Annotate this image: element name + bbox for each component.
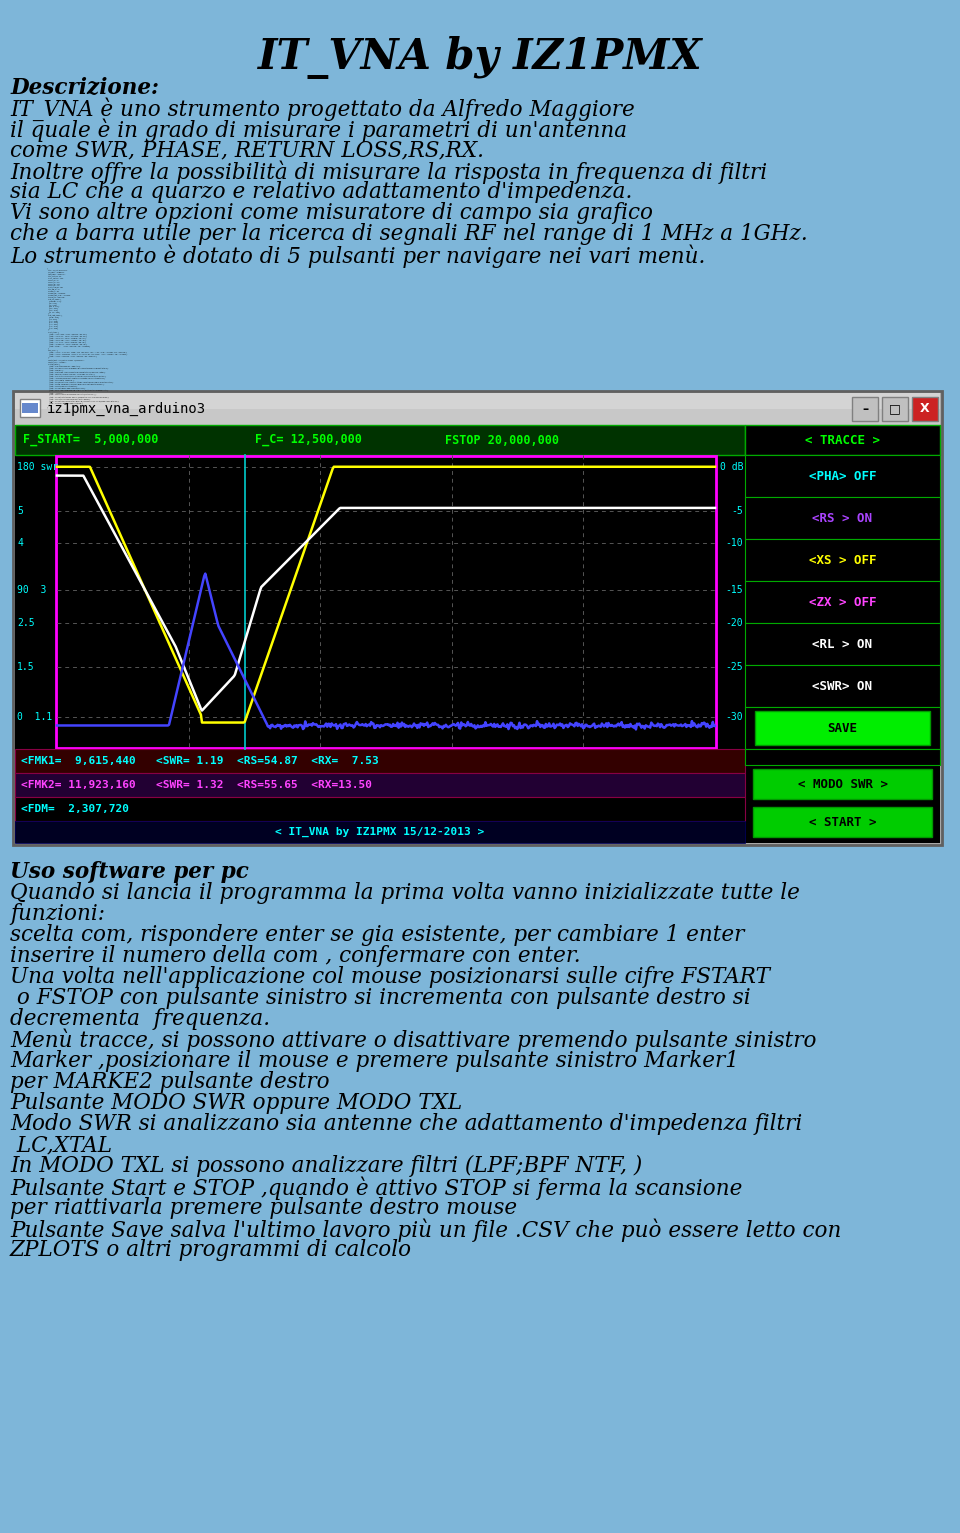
Bar bbox=[745, 622, 940, 665]
Text: scelta com, rispondere enter se gia esistente, per cambiare 1 enter: scelta com, rispondere enter se gia esis… bbox=[10, 924, 744, 946]
Text: il quale è in grado di misurare i parametri di un'antenna: il quale è in grado di misurare i parame… bbox=[10, 118, 627, 141]
Bar bbox=[15, 392, 940, 409]
Text: Descrizione:: Descrizione: bbox=[10, 77, 159, 98]
Text: 0 dB: 0 dB bbox=[719, 461, 743, 472]
Text: 90  3: 90 3 bbox=[17, 586, 46, 595]
Bar bbox=[882, 397, 908, 422]
Bar bbox=[745, 455, 940, 497]
Text: -15: -15 bbox=[726, 586, 743, 595]
Bar bbox=[745, 425, 940, 455]
Text: Menù tracce, si possono attivare o disattivare premendo pulsante sinistro: Menù tracce, si possono attivare o disat… bbox=[10, 1029, 817, 1053]
Bar bbox=[745, 581, 940, 622]
Text: Marker ,posizionare il mouse e premere pulsante sinistro Marker1: Marker ,posizionare il mouse e premere p… bbox=[10, 1050, 739, 1072]
Bar bbox=[745, 497, 940, 540]
Text: Inoltre offre la possibilità di misurare la risposta in frequenza di filtri: Inoltre offre la possibilità di misurare… bbox=[10, 159, 767, 184]
Text: In MODO TXL si possono analizzare filtri (LPF;BPF NTF, ): In MODO TXL si possono analizzare filtri… bbox=[10, 1154, 642, 1177]
Text: che a barra utile per la ricerca di segnali RF nel range di 1 MHz a 1GHz.: che a barra utile per la ricerca di segn… bbox=[10, 222, 807, 245]
Text: per MARKE2 pulsante destro: per MARKE2 pulsante destro bbox=[10, 1072, 329, 1093]
Text: -5: -5 bbox=[732, 506, 743, 517]
Bar bbox=[745, 707, 940, 750]
Text: iz1pmx_vna_arduino3: iz1pmx_vna_arduino3 bbox=[47, 402, 206, 415]
Text: Pulsante MODO SWR oppure MODO TXL: Pulsante MODO SWR oppure MODO TXL bbox=[10, 1091, 462, 1114]
Text: < START >: < START > bbox=[808, 816, 876, 828]
Bar bbox=[15, 750, 745, 773]
Text: SAVE: SAVE bbox=[828, 722, 857, 734]
Text: X: X bbox=[921, 403, 930, 415]
Text: {
  "title": "IT_VNA by IZ1PMX",
  "bg_color": "#7EB6D9",
  "text_color": "#0000: { "title": "IT_VNA by IZ1PMX", "bg_color… bbox=[47, 267, 128, 409]
Text: <FMK2= 11,923,160   <SWR= 1.32  <RS=55.65  <RX=13.50: <FMK2= 11,923,160 <SWR= 1.32 <RS=55.65 <… bbox=[21, 780, 372, 789]
Text: 2.5: 2.5 bbox=[17, 618, 35, 627]
Bar bbox=[755, 711, 930, 745]
Text: Quando si lancia il programma la prima volta vanno inizializzate tutte le: Quando si lancia il programma la prima v… bbox=[10, 881, 800, 904]
Bar bbox=[15, 797, 745, 822]
Text: IT_VNA by IZ1PMX: IT_VNA by IZ1PMX bbox=[257, 35, 703, 80]
Text: < IT_VNA by IZ1PMX 15/12-2013 >: < IT_VNA by IZ1PMX 15/12-2013 > bbox=[276, 826, 485, 837]
Bar bbox=[15, 822, 745, 843]
Text: 1.5: 1.5 bbox=[17, 662, 35, 671]
Text: decrementa  frequenza.: decrementa frequenza. bbox=[10, 1009, 270, 1030]
Bar bbox=[20, 399, 40, 417]
Text: Una volta nell'applicazione col mouse posizionarsi sulle cifre FSTART: Una volta nell'applicazione col mouse po… bbox=[10, 966, 770, 987]
Bar bbox=[56, 455, 716, 748]
Text: funzioni:: funzioni: bbox=[10, 903, 105, 924]
Text: <ZX > OFF: <ZX > OFF bbox=[808, 595, 876, 609]
Text: 5: 5 bbox=[17, 506, 23, 517]
Bar bbox=[753, 770, 932, 799]
Bar bbox=[15, 392, 940, 425]
Bar bbox=[745, 540, 940, 581]
Text: IT_VNA è uno strumento progettato da Alfredo Maggiore: IT_VNA è uno strumento progettato da Alf… bbox=[10, 97, 635, 121]
Text: -20: -20 bbox=[726, 618, 743, 627]
Bar bbox=[912, 397, 938, 422]
Text: <XS > OFF: <XS > OFF bbox=[808, 553, 876, 567]
Text: -10: -10 bbox=[726, 538, 743, 549]
Text: < TRACCE >: < TRACCE > bbox=[805, 434, 880, 446]
Text: □: □ bbox=[889, 403, 900, 415]
Text: Pulsante Start e STOP ,quando è attivo STOP si ferma la scansione: Pulsante Start e STOP ,quando è attivo S… bbox=[10, 1176, 742, 1199]
Text: Lo strumento è dotato di 5 pulsanti per navigare nei vari menù.: Lo strumento è dotato di 5 pulsanti per … bbox=[10, 244, 706, 267]
Text: come SWR, PHASE, RETURN LOSS,RS,RX.: come SWR, PHASE, RETURN LOSS,RS,RX. bbox=[10, 140, 484, 161]
Text: 180 swr: 180 swr bbox=[17, 461, 59, 472]
Text: -25: -25 bbox=[726, 662, 743, 671]
Text: Vi sono altre opzioni come misuratore di campo sia grafico: Vi sono altre opzioni come misuratore di… bbox=[10, 202, 653, 224]
Bar bbox=[15, 425, 745, 455]
Text: sia LC che a quarzo e relativo adattamento d'impedenza.: sia LC che a quarzo e relativo adattamen… bbox=[10, 181, 633, 202]
Bar bbox=[745, 665, 940, 707]
Text: 4: 4 bbox=[17, 538, 23, 549]
Bar bbox=[753, 806, 932, 837]
Bar bbox=[15, 773, 745, 797]
Text: Modo SWR si analizzano sia antenne che adattamento d'impedenza filtri: Modo SWR si analizzano sia antenne che a… bbox=[10, 1113, 803, 1134]
Text: <FDM=  2,307,720: <FDM= 2,307,720 bbox=[21, 803, 129, 814]
Bar bbox=[852, 397, 878, 422]
Text: <PHA> OFF: <PHA> OFF bbox=[808, 469, 876, 483]
Text: <RL > ON: <RL > ON bbox=[812, 638, 873, 650]
Bar bbox=[13, 391, 942, 845]
Bar bbox=[15, 425, 940, 843]
Bar bbox=[745, 750, 940, 765]
Text: per riattivarla premere pulsante destro mouse: per riattivarla premere pulsante destro … bbox=[10, 1197, 517, 1219]
Text: ZPLOTS o altri programmi di calcolo: ZPLOTS o altri programmi di calcolo bbox=[10, 1239, 412, 1262]
Text: Uso software per pc: Uso software per pc bbox=[10, 862, 249, 883]
Text: <RS > ON: <RS > ON bbox=[812, 512, 873, 524]
Text: F_C= 12,500,000: F_C= 12,500,000 bbox=[255, 434, 362, 446]
Text: o FSTOP con pulsante sinistro si incrementa con pulsante destro si: o FSTOP con pulsante sinistro si increme… bbox=[10, 987, 751, 1009]
Text: –: – bbox=[862, 403, 868, 415]
Text: FSTOP 20,000,000: FSTOP 20,000,000 bbox=[445, 434, 559, 446]
Text: LC,XTAL: LC,XTAL bbox=[10, 1134, 112, 1156]
Text: Pulsante Save salva l'ultimo lavoro più un file .CSV che può essere letto con: Pulsante Save salva l'ultimo lavoro più … bbox=[10, 1219, 841, 1242]
Text: -30: -30 bbox=[726, 711, 743, 722]
Bar bbox=[22, 403, 38, 412]
Text: <SWR> ON: <SWR> ON bbox=[812, 679, 873, 693]
Text: inserire il numero della com , confermare con enter.: inserire il numero della com , confermar… bbox=[10, 944, 581, 967]
Text: 0  1.1: 0 1.1 bbox=[17, 711, 52, 722]
Text: F_START=  5,000,000: F_START= 5,000,000 bbox=[23, 434, 158, 446]
Text: < MODO SWR >: < MODO SWR > bbox=[798, 777, 887, 791]
Text: <FMK1=  9,615,440   <SWR= 1.19  <RS=54.87  <RX=  7.53: <FMK1= 9,615,440 <SWR= 1.19 <RS=54.87 <R… bbox=[21, 756, 379, 766]
